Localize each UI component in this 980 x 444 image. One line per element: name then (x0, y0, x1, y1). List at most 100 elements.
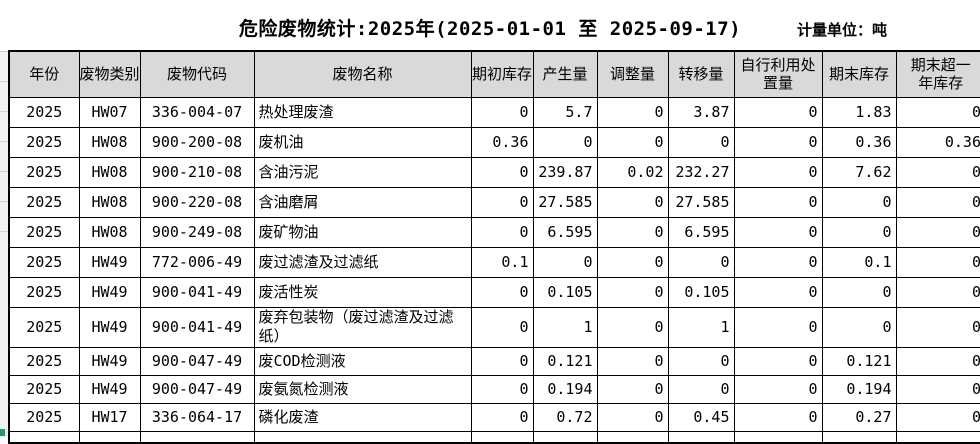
cell-over-one-year-stock[interactable]: 0 (895, 246, 980, 278)
header-cell[interactable]: 产生量 (532, 50, 598, 98)
cell-generated[interactable]: 0 (532, 126, 598, 158)
cell-initial-stock[interactable]: 0.1 (470, 246, 534, 278)
cell-waste-name[interactable]: 热处理废渣 (253, 96, 472, 128)
cell-self-disposed[interactable] (733, 430, 823, 444)
cell-self-disposed[interactable]: 0 (733, 186, 823, 218)
cell-over-one-year-stock[interactable]: 0 (895, 306, 980, 348)
cell-waste-code[interactable]: 900-047-49 (139, 374, 255, 404)
cell-over-one-year-stock[interactable]: 0 (895, 156, 980, 188)
cell-adjusted[interactable]: 0 (596, 276, 669, 308)
cell-generated[interactable]: 27.585 (532, 186, 598, 218)
cell-waste-code[interactable]: 336-004-07 (139, 96, 255, 128)
cell-initial-stock[interactable]: 0 (470, 276, 534, 308)
cell-generated[interactable]: 0.121 (532, 346, 598, 376)
cell-over-one-year-stock[interactable]: 0 (895, 402, 980, 432)
cell-over-one-year-stock[interactable]: 0 (895, 216, 980, 248)
cell-over-one-year-stock[interactable]: 0 (895, 346, 980, 376)
header-cell[interactable]: 转移量 (667, 50, 735, 98)
cell-waste-name[interactable] (253, 430, 472, 444)
cell-waste-code[interactable]: 900-210-08 (139, 156, 255, 188)
selection-handle[interactable] (0, 429, 5, 436)
cell-waste-category[interactable] (78, 430, 141, 444)
cell-transferred[interactable]: 232.27 (667, 156, 735, 188)
cell-waste-category[interactable]: HW08 (78, 216, 141, 248)
header-cell[interactable]: 期末超一 年库存 (895, 50, 980, 98)
cell-waste-category[interactable]: HW08 (78, 156, 141, 188)
cell-generated[interactable]: 239.87 (532, 156, 598, 188)
header-cell[interactable]: 废物名称 (253, 50, 472, 98)
cell-final-stock[interactable]: 7.62 (821, 156, 897, 188)
cell-self-disposed[interactable]: 0 (733, 402, 823, 432)
cell-year[interactable]: 2025 (8, 306, 80, 348)
cell-final-stock[interactable]: 0 (821, 186, 897, 218)
header-cell[interactable]: 年份 (8, 50, 80, 98)
cell-year[interactable]: 2025 (8, 374, 80, 404)
cell-transferred[interactable]: 0 (667, 374, 735, 404)
cell-waste-code[interactable]: 900-200-08 (139, 126, 255, 158)
cell-waste-category[interactable]: HW49 (78, 346, 141, 376)
cell-year[interactable]: 2025 (8, 346, 80, 376)
cell-transferred[interactable]: 3.87 (667, 96, 735, 128)
cell-adjusted[interactable]: 0 (596, 186, 669, 218)
cell-initial-stock[interactable]: 0 (470, 306, 534, 348)
cell-over-one-year-stock[interactable]: 0 (895, 374, 980, 404)
cell-initial-stock[interactable] (470, 430, 534, 444)
cell-waste-code[interactable]: 900-047-49 (139, 346, 255, 376)
cell-over-one-year-stock[interactable] (895, 430, 980, 444)
cell-adjusted[interactable]: 0.02 (596, 156, 669, 188)
cell-adjusted[interactable] (596, 430, 669, 444)
cell-self-disposed[interactable]: 0 (733, 96, 823, 128)
cell-year[interactable]: 2025 (8, 96, 80, 128)
header-cell[interactable]: 期初库存 (470, 50, 534, 98)
cell-waste-name[interactable]: 废过滤渣及过滤纸 (253, 246, 472, 278)
cell-transferred[interactable]: 1 (667, 306, 735, 348)
cell-generated[interactable]: 0.72 (532, 402, 598, 432)
cell-initial-stock[interactable]: 0 (470, 156, 534, 188)
cell-transferred[interactable]: 0.105 (667, 276, 735, 308)
cell-final-stock[interactable]: 0 (821, 306, 897, 348)
cell-adjusted[interactable]: 0 (596, 216, 669, 248)
cell-waste-name[interactable]: 废矿物油 (253, 216, 472, 248)
cell-adjusted[interactable]: 0 (596, 126, 669, 158)
cell-transferred[interactable] (667, 430, 735, 444)
cell-adjusted[interactable]: 0 (596, 306, 669, 348)
cell-adjusted[interactable]: 0 (596, 346, 669, 376)
cell-waste-code[interactable]: 900-041-49 (139, 306, 255, 348)
cell-year[interactable]: 2025 (8, 156, 80, 188)
cell-waste-name[interactable]: 磷化废渣 (253, 402, 472, 432)
cell-waste-name[interactable]: 废活性炭 (253, 276, 472, 308)
cell-year[interactable]: 2025 (8, 246, 80, 278)
cell-self-disposed[interactable]: 0 (733, 126, 823, 158)
cell-waste-category[interactable]: HW08 (78, 126, 141, 158)
cell-self-disposed[interactable]: 0 (733, 374, 823, 404)
cell-adjusted[interactable]: 0 (596, 402, 669, 432)
cell-year[interactable]: 2025 (8, 186, 80, 218)
cell-final-stock[interactable]: 0.1 (821, 246, 897, 278)
cell-final-stock[interactable]: 0 (821, 216, 897, 248)
cell-final-stock[interactable]: 0.121 (821, 346, 897, 376)
cell-transferred[interactable]: 27.585 (667, 186, 735, 218)
cell-final-stock[interactable]: 0.36 (821, 126, 897, 158)
cell-year[interactable] (8, 430, 80, 444)
cell-initial-stock[interactable]: 0 (470, 96, 534, 128)
cell-waste-category[interactable]: HW17 (78, 402, 141, 432)
cell-transferred[interactable]: 0 (667, 126, 735, 158)
cell-waste-name[interactable]: 废弃包装物（废过滤渣及过滤纸） (253, 306, 472, 348)
cell-waste-name[interactable]: 含油磨屑 (253, 186, 472, 218)
cell-final-stock[interactable]: 1.83 (821, 96, 897, 128)
cell-initial-stock[interactable]: 0 (470, 374, 534, 404)
cell-over-one-year-stock[interactable]: 0 (895, 276, 980, 308)
cell-initial-stock[interactable]: 0.36 (470, 126, 534, 158)
cell-waste-name[interactable]: 含油污泥 (253, 156, 472, 188)
cell-over-one-year-stock[interactable]: 0 (895, 96, 980, 128)
header-cell[interactable]: 自行利用处 置量 (733, 50, 823, 98)
cell-self-disposed[interactable]: 0 (733, 156, 823, 188)
cell-final-stock[interactable] (821, 430, 897, 444)
cell-waste-category[interactable]: HW49 (78, 276, 141, 308)
cell-adjusted[interactable]: 0 (596, 374, 669, 404)
header-cell[interactable]: 调整量 (596, 50, 669, 98)
header-cell[interactable]: 废物代码 (139, 50, 255, 98)
cell-self-disposed[interactable]: 0 (733, 276, 823, 308)
cell-generated[interactable]: 0.194 (532, 374, 598, 404)
header-cell[interactable]: 废物类别 (78, 50, 141, 98)
